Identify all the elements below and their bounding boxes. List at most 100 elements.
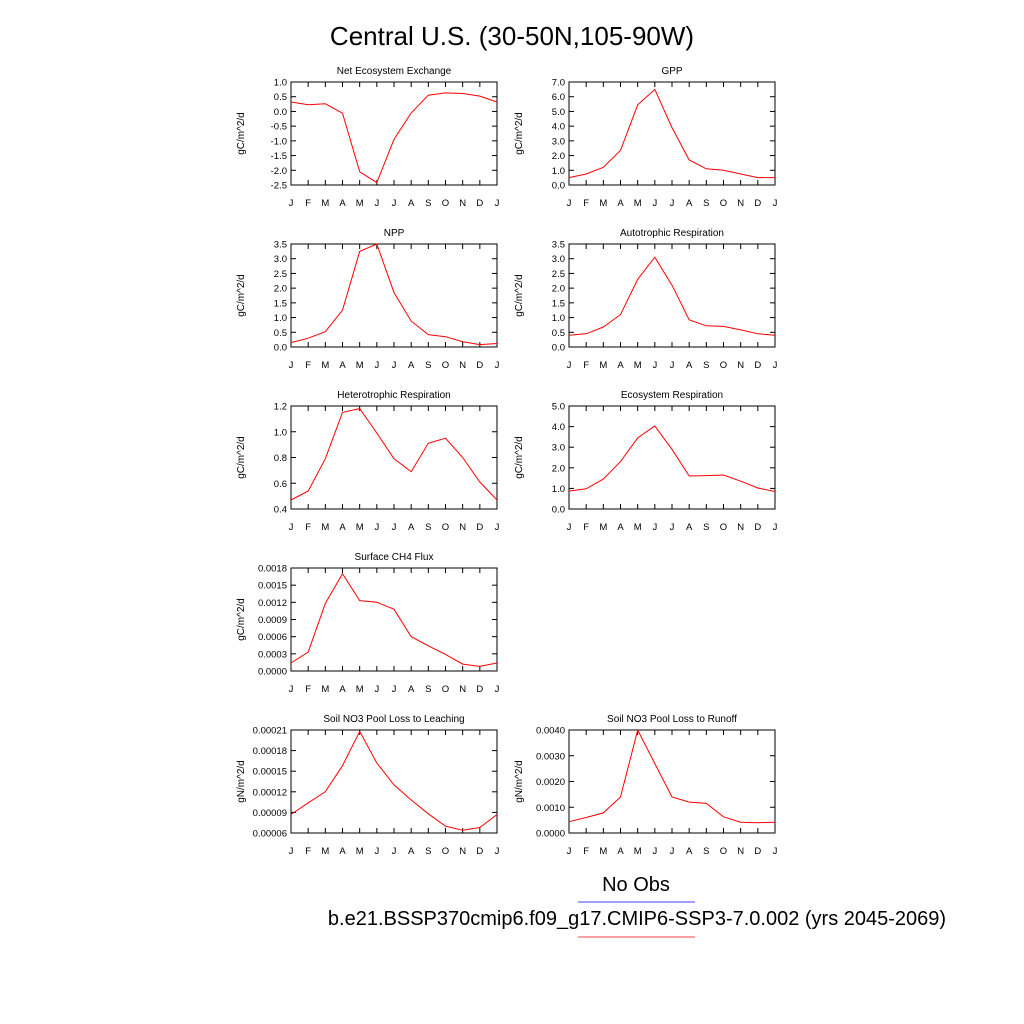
x-tick-label: M xyxy=(321,360,329,371)
x-tick-label: J xyxy=(773,522,778,533)
x-tick-label: D xyxy=(476,198,483,209)
x-tick-label: D xyxy=(754,360,761,371)
x-tick-label: A xyxy=(617,360,624,371)
y-tick-label: 0.00009 xyxy=(253,808,287,819)
x-tick-label: J xyxy=(495,522,500,533)
y-tick-label: 5.0 xyxy=(552,402,565,413)
y-tick-label: 0.0 xyxy=(274,343,287,354)
y-tick-label: 0.00012 xyxy=(253,787,287,798)
y-tick-label: 0.0000 xyxy=(536,829,565,840)
x-tick-label: S xyxy=(425,360,431,371)
y-tick-label: -2.5 xyxy=(271,181,287,192)
x-tick-label: O xyxy=(442,522,449,533)
legend-entry-model: b.e21.BSSP370cmip6.f09_g17.CMIP6-SSP3-7.… xyxy=(328,908,946,930)
x-tick-label: F xyxy=(583,522,589,533)
x-tick-label: J xyxy=(652,360,657,371)
x-tick-label: A xyxy=(617,522,624,533)
x-tick-label: J xyxy=(392,198,397,209)
x-tick-label: J xyxy=(374,846,379,857)
series-line xyxy=(290,408,498,501)
y-tick-label: -0.5 xyxy=(271,122,287,133)
x-tick-label: A xyxy=(408,198,415,209)
y-tick-label: 6.0 xyxy=(552,92,565,103)
panel-title: Ecosystem Respiration xyxy=(621,390,723,401)
y-tick-label: 0.0000 xyxy=(258,667,287,678)
x-tick-label: J xyxy=(495,846,500,857)
x-tick-label: O xyxy=(442,846,449,857)
x-tick-label: J xyxy=(567,360,572,371)
y-tick-label: 1.2 xyxy=(274,402,287,413)
x-tick-label: A xyxy=(339,198,346,209)
plot-frame xyxy=(568,243,776,348)
y-tick-label: 0.0003 xyxy=(258,649,287,660)
y-tick-label: -1.5 xyxy=(271,151,287,162)
x-tick-label: O xyxy=(720,846,727,857)
series-line xyxy=(568,728,776,824)
x-tick-label: A xyxy=(339,846,346,857)
y-tick-label: 1.0 xyxy=(552,484,565,495)
y-tick-label: -2.0 xyxy=(271,166,287,177)
x-tick-label: S xyxy=(425,846,431,857)
y-tick-label: 1.0 xyxy=(552,166,565,177)
y-axis-label: gC/m^2/d xyxy=(236,112,247,155)
x-tick-label: S xyxy=(703,846,709,857)
x-tick-label: J xyxy=(495,198,500,209)
x-tick-label: J xyxy=(773,846,778,857)
x-tick-label: F xyxy=(305,360,311,371)
y-tick-label: 0.0 xyxy=(552,343,565,354)
x-tick-label: A xyxy=(686,360,693,371)
y-tick-label: 0.4 xyxy=(274,505,287,516)
panel-title: Autotrophic Respiration xyxy=(620,228,724,239)
plot-frame xyxy=(290,243,498,348)
y-tick-label: 3.0 xyxy=(274,254,287,265)
y-axis-label: gC/m^2/d xyxy=(514,112,525,155)
y-tick-label: 0.5 xyxy=(274,92,287,103)
x-tick-label: O xyxy=(720,522,727,533)
x-tick-label: N xyxy=(459,846,466,857)
x-tick-label: D xyxy=(754,846,761,857)
y-tick-label: 0.0 xyxy=(274,107,287,118)
plot-frame xyxy=(568,81,776,186)
x-tick-label: O xyxy=(720,360,727,371)
x-tick-label: F xyxy=(583,846,589,857)
x-tick-label: O xyxy=(442,198,449,209)
plot-frame xyxy=(290,729,498,834)
x-tick-label: M xyxy=(599,846,607,857)
x-tick-label: M xyxy=(599,198,607,209)
x-tick-label: J xyxy=(392,360,397,371)
plot-frame xyxy=(290,567,498,672)
x-tick-label: O xyxy=(720,198,727,209)
x-tick-label: F xyxy=(305,684,311,695)
y-tick-label: 4.0 xyxy=(552,422,565,433)
x-tick-label: J xyxy=(670,846,675,857)
panel-title: NPP xyxy=(384,228,405,239)
panel-5: Ecosystem Respiration gC/m^2/d 5.0 4.0 3.0 2.… xyxy=(514,390,778,533)
y-tick-label: 2.0 xyxy=(552,151,565,162)
y-tick-label: 0.0020 xyxy=(536,777,565,788)
x-tick-label: N xyxy=(459,360,466,371)
x-tick-label: N xyxy=(459,198,466,209)
x-tick-label: M xyxy=(634,846,642,857)
y-tick-label: 7.0 xyxy=(552,78,565,89)
x-tick-label: J xyxy=(652,522,657,533)
y-tick-label: 4.0 xyxy=(552,122,565,133)
x-tick-label: M xyxy=(634,360,642,371)
x-tick-label: A xyxy=(617,198,624,209)
y-tick-label: 0.0012 xyxy=(258,598,287,609)
x-tick-label: J xyxy=(392,522,397,533)
y-tick-label: 1.0 xyxy=(274,78,287,89)
y-tick-label: 1.0 xyxy=(274,427,287,438)
y-tick-label: 3.5 xyxy=(552,240,565,251)
y-tick-label: 0.0009 xyxy=(258,615,287,626)
x-tick-label: A xyxy=(408,846,415,857)
x-tick-label: J xyxy=(374,360,379,371)
x-tick-label: F xyxy=(583,198,589,209)
y-tick-label: 1.0 xyxy=(274,313,287,324)
x-tick-label: A xyxy=(686,846,693,857)
panel-title: Heterotrophic Respiration xyxy=(337,390,450,401)
x-tick-label: A xyxy=(408,360,415,371)
y-tick-label: 0.8 xyxy=(274,453,287,464)
x-tick-label: J xyxy=(567,198,572,209)
y-tick-label: 2.0 xyxy=(274,284,287,295)
x-tick-label: S xyxy=(703,360,709,371)
